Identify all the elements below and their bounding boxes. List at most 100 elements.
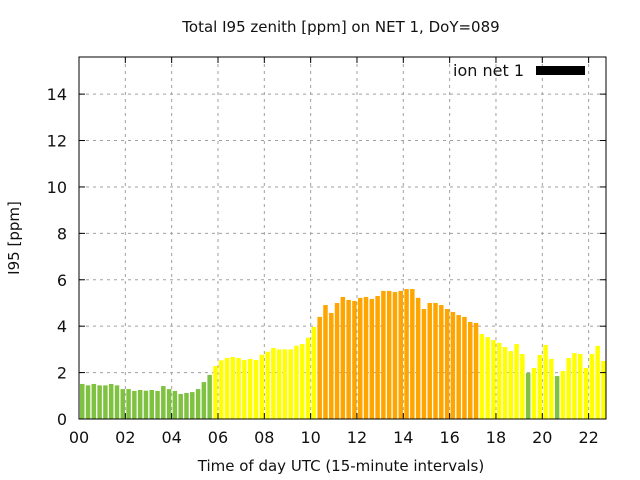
y-axis-label: I95 [ppm] bbox=[5, 201, 23, 275]
bar bbox=[311, 326, 317, 419]
bar bbox=[288, 349, 293, 419]
bar bbox=[224, 357, 230, 419]
bar bbox=[502, 347, 508, 419]
bar bbox=[346, 299, 351, 419]
bar bbox=[195, 389, 201, 419]
bar bbox=[265, 351, 270, 419]
bar bbox=[305, 337, 311, 419]
bar bbox=[85, 385, 91, 419]
x-tick-label: 16 bbox=[439, 428, 459, 447]
bar bbox=[108, 383, 114, 419]
bar bbox=[537, 354, 542, 419]
bar bbox=[161, 386, 166, 419]
bar bbox=[415, 297, 421, 419]
bar bbox=[178, 393, 183, 419]
bar bbox=[578, 354, 583, 419]
bar bbox=[213, 366, 218, 419]
y-tick-label: 8 bbox=[57, 224, 67, 243]
y-tick-label: 2 bbox=[57, 364, 67, 383]
legend-swatch bbox=[536, 66, 585, 75]
plot-frame bbox=[78, 56, 607, 420]
x-tick-label: 10 bbox=[300, 428, 320, 447]
bar bbox=[143, 390, 149, 419]
x-tick-label: 08 bbox=[254, 428, 274, 447]
bar bbox=[253, 360, 259, 419]
bar bbox=[91, 383, 97, 419]
bar bbox=[601, 360, 606, 419]
bar bbox=[259, 354, 265, 419]
bar bbox=[190, 392, 195, 419]
bar bbox=[103, 385, 108, 419]
chart-title: Total I95 zenith [ppm] on NET 1, DoY=089 bbox=[181, 18, 499, 36]
bar bbox=[201, 382, 207, 419]
y-tick-label: 6 bbox=[57, 271, 67, 290]
bar bbox=[300, 344, 305, 419]
grid bbox=[79, 57, 606, 419]
bar bbox=[242, 360, 247, 419]
bar bbox=[450, 312, 456, 419]
axes bbox=[78, 56, 607, 420]
bar bbox=[508, 351, 514, 419]
bar bbox=[386, 290, 392, 419]
bar bbox=[392, 292, 398, 419]
bar bbox=[172, 390, 178, 419]
bar bbox=[427, 302, 432, 419]
bar bbox=[329, 312, 334, 419]
bar bbox=[496, 342, 502, 419]
bar bbox=[276, 349, 282, 419]
bar bbox=[363, 296, 369, 419]
bar bbox=[554, 376, 560, 419]
legend: ion net 1 bbox=[453, 61, 585, 80]
bar bbox=[549, 358, 554, 419]
bar bbox=[120, 389, 126, 419]
bar bbox=[479, 334, 485, 419]
y-ticks: 0 2 4 6 8 10 12 14 bbox=[47, 85, 606, 429]
y-tick-label: 12 bbox=[47, 132, 67, 151]
bar bbox=[468, 322, 473, 419]
bar bbox=[404, 289, 409, 419]
bar bbox=[369, 299, 375, 419]
bar bbox=[410, 289, 415, 419]
y-tick-label: 10 bbox=[47, 178, 67, 197]
bar bbox=[352, 300, 357, 419]
bar bbox=[357, 297, 363, 419]
bar bbox=[334, 302, 340, 419]
bar bbox=[583, 367, 589, 419]
bar bbox=[155, 390, 160, 419]
x-tick-label: 22 bbox=[578, 428, 598, 447]
bar bbox=[531, 367, 537, 419]
bar bbox=[485, 337, 490, 419]
bar bbox=[566, 357, 571, 419]
bar bbox=[323, 305, 328, 419]
bar bbox=[114, 385, 120, 419]
bar bbox=[439, 305, 444, 419]
bar bbox=[462, 316, 467, 419]
bar bbox=[456, 315, 461, 419]
bar bbox=[166, 389, 172, 419]
x-tick-label: 04 bbox=[161, 428, 181, 447]
x-tick-label: 00 bbox=[69, 428, 89, 447]
bar bbox=[282, 349, 288, 419]
y-tick-label: 0 bbox=[57, 410, 67, 429]
bar bbox=[271, 347, 276, 419]
x-axis-label: Time of day UTC (15-minute intervals) bbox=[197, 457, 484, 475]
bar bbox=[595, 345, 600, 419]
bar bbox=[421, 309, 427, 419]
bar bbox=[80, 383, 85, 419]
bar bbox=[247, 358, 253, 419]
bar bbox=[560, 370, 566, 419]
bar bbox=[543, 344, 548, 419]
bar bbox=[444, 309, 450, 419]
bar bbox=[317, 316, 322, 419]
bar bbox=[398, 290, 404, 419]
bar bbox=[132, 390, 137, 419]
x-tick-label: 02 bbox=[115, 428, 135, 447]
y-tick-label: 4 bbox=[57, 317, 67, 336]
x-tick-label: 12 bbox=[347, 428, 367, 447]
x-tick-label: 14 bbox=[393, 428, 413, 447]
bar bbox=[230, 357, 236, 419]
bar bbox=[340, 296, 346, 419]
x-tick-label: 18 bbox=[486, 428, 506, 447]
bar bbox=[473, 322, 479, 419]
